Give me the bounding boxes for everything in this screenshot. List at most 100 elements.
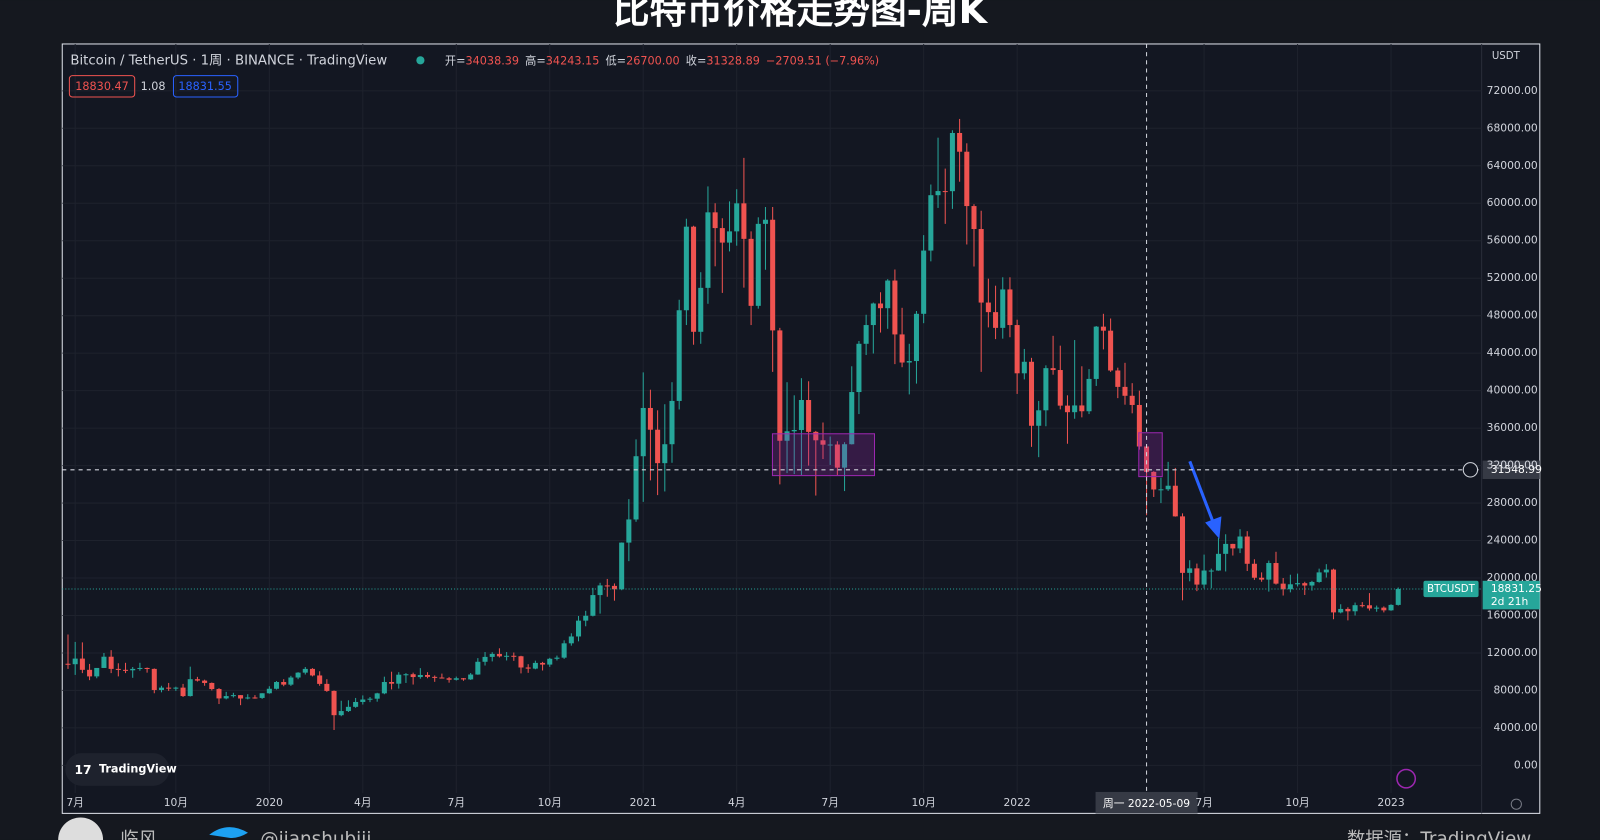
legend-label: 高= bbox=[525, 53, 546, 67]
x-tick-label: 2022 bbox=[1004, 796, 1031, 809]
x-tick-label: 10月 bbox=[538, 796, 562, 809]
candle-body bbox=[1287, 584, 1293, 590]
candle-body bbox=[482, 656, 488, 662]
candle-body bbox=[1280, 583, 1286, 590]
candle-body bbox=[1086, 378, 1092, 412]
candle-body bbox=[1223, 543, 1229, 554]
candle-body bbox=[403, 674, 409, 676]
candle-body bbox=[1230, 543, 1236, 549]
candle-body bbox=[230, 695, 236, 697]
x-tick-label: 10月 bbox=[1285, 796, 1309, 809]
crosshair-plus bbox=[1462, 462, 1479, 478]
candle-body bbox=[949, 132, 955, 192]
y-tick-label: 8000.00 bbox=[1493, 683, 1537, 696]
lightning-icon[interactable] bbox=[1396, 768, 1417, 789]
candle-body bbox=[1338, 608, 1344, 613]
candle-body bbox=[439, 677, 445, 679]
ask-box[interactable] bbox=[172, 75, 239, 98]
candle-body bbox=[504, 655, 510, 657]
candle-body bbox=[1359, 605, 1365, 607]
candle-body bbox=[540, 662, 546, 665]
candle-body bbox=[79, 658, 85, 670]
y-tick-label: 32000.00 bbox=[1487, 459, 1538, 472]
avatar bbox=[58, 817, 104, 840]
candle-body bbox=[180, 687, 186, 697]
candle-body bbox=[381, 682, 387, 694]
candle-body bbox=[1144, 446, 1150, 472]
status-dot bbox=[416, 56, 425, 65]
candle-body bbox=[683, 226, 689, 311]
candle-body bbox=[619, 542, 625, 590]
logo-pill[interactable] bbox=[65, 753, 170, 786]
candle-body bbox=[1395, 588, 1401, 605]
candle-body bbox=[432, 676, 438, 678]
candle-body bbox=[1381, 607, 1387, 611]
candle-body bbox=[576, 620, 582, 637]
candle-body bbox=[1316, 572, 1322, 582]
ohlc-legend: 开=34038.39 高=34243.15 低=26700.00 收=31328.89… bbox=[445, 53, 879, 67]
legend-label: 低= bbox=[605, 54, 626, 67]
candle-body bbox=[460, 678, 466, 680]
candle-body bbox=[194, 679, 200, 681]
candle-body bbox=[777, 330, 783, 441]
candle-body bbox=[770, 219, 776, 331]
candle-body bbox=[662, 444, 668, 464]
candle-body bbox=[511, 655, 517, 657]
candle-body bbox=[1093, 326, 1099, 379]
candle-body bbox=[1050, 368, 1056, 371]
candle-body bbox=[1352, 605, 1358, 612]
candle-body bbox=[1043, 368, 1049, 411]
candle-body bbox=[367, 698, 373, 700]
candle-body bbox=[266, 688, 272, 694]
y-tick-label: 12000.00 bbox=[1487, 646, 1538, 659]
legend-value: 34243.15 bbox=[546, 54, 600, 67]
highlight-box bbox=[771, 433, 875, 477]
bid-box[interactable] bbox=[68, 75, 136, 98]
candle-body bbox=[1194, 568, 1200, 585]
candle-body bbox=[611, 585, 617, 590]
logo-icon: 17 bbox=[74, 763, 91, 777]
candle-body bbox=[72, 658, 78, 665]
candle-body bbox=[1273, 563, 1279, 584]
candle-body bbox=[669, 400, 675, 445]
candle-body bbox=[216, 689, 222, 699]
candle-body bbox=[1057, 370, 1063, 406]
x-tick-label: 7月 bbox=[821, 796, 839, 809]
arrow-head bbox=[1205, 516, 1222, 539]
x-tick-label: 7月 bbox=[66, 796, 84, 809]
candle-body bbox=[849, 392, 855, 445]
candle-body bbox=[1007, 289, 1013, 326]
candle-body bbox=[360, 699, 366, 702]
settings-icon[interactable] bbox=[1510, 798, 1522, 810]
candle-body bbox=[633, 456, 639, 520]
y-tick-label: 24000.00 bbox=[1487, 534, 1538, 547]
candle-body bbox=[547, 658, 553, 665]
crosshair-date-box bbox=[1095, 791, 1198, 814]
y-tick-label: 40000.00 bbox=[1487, 384, 1538, 397]
legend-value: 34038.39 bbox=[466, 54, 520, 67]
legend-change: −2709.51 (−7.96%) bbox=[766, 54, 879, 67]
symbol-tag-text: BTCUSDT bbox=[1427, 584, 1475, 595]
candle-body bbox=[1266, 563, 1272, 580]
candle-body bbox=[1309, 581, 1315, 586]
candle-body bbox=[806, 400, 812, 432]
x-tick-label: 2021 bbox=[630, 796, 657, 809]
candle-body bbox=[1151, 471, 1157, 490]
symbol-title: Bitcoin / TetherUS · 1周 · BINANCE · Trad… bbox=[70, 53, 387, 68]
candle-body bbox=[899, 334, 905, 363]
legend-label: 开= bbox=[445, 54, 466, 67]
candle-body bbox=[223, 696, 229, 699]
candle-body bbox=[1330, 569, 1337, 613]
bid-price: 18830.47 bbox=[75, 80, 129, 93]
candle-body bbox=[1251, 563, 1257, 578]
candle-body bbox=[331, 690, 337, 716]
candle-body bbox=[993, 312, 999, 328]
candle-body bbox=[1079, 405, 1085, 412]
candle-body bbox=[345, 706, 351, 712]
candle-body bbox=[1259, 577, 1265, 580]
currency[interactable]: USDT bbox=[1492, 51, 1521, 62]
candle-body bbox=[1100, 326, 1106, 331]
legend-value: 31328.89 bbox=[706, 54, 760, 67]
author: 临风 bbox=[120, 829, 157, 840]
candle-body bbox=[971, 206, 977, 230]
